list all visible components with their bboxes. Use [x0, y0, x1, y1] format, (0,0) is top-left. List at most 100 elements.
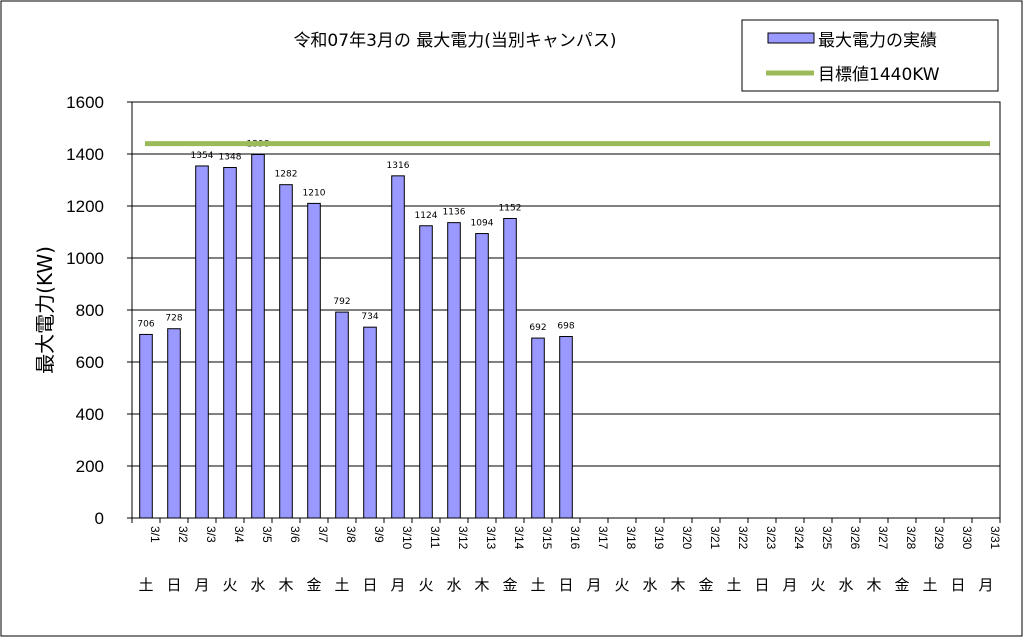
x-tick-label: 3/25	[820, 526, 834, 550]
x-tick-label: 3/28	[904, 526, 918, 550]
weekday-label: 月	[782, 576, 797, 594]
data-label: 1316	[387, 161, 410, 171]
x-tick-label: 3/29	[932, 526, 946, 550]
chart-title: 令和07年3月の 最大電力(当別キャンパス)	[293, 31, 616, 51]
bar	[391, 175, 405, 519]
bar	[363, 326, 377, 519]
y-tick-label: 0	[95, 509, 104, 528]
weekday-label: 月	[194, 576, 209, 594]
bar	[251, 154, 265, 519]
weekday-label: 火	[614, 576, 629, 594]
x-tick-label: 3/12	[456, 526, 470, 550]
weekday-label: 月	[390, 576, 405, 594]
x-tick-label: 3/27	[876, 526, 890, 550]
weekday-label: 木	[474, 576, 489, 594]
x-tick-label: 3/26	[848, 526, 862, 550]
x-tick-label: 3/18	[624, 526, 638, 550]
data-label: 792	[333, 297, 350, 307]
weekday-labels: 土日月火水木金土日月火水木金土日月火水木金土日月火水木金土日月	[138, 576, 993, 594]
y-tick-label: 200	[76, 457, 104, 476]
weekday-label: 木	[670, 576, 685, 594]
bar	[307, 202, 321, 519]
y-axis-ticks: 0 200 400 600 800 1000 1200 1400 1600	[66, 93, 132, 528]
legend-box	[741, 19, 999, 92]
bar	[419, 225, 433, 519]
data-label: 698	[557, 322, 574, 332]
x-tick-label: 3/9	[372, 526, 386, 543]
weekday-label: 木	[278, 576, 293, 594]
x-tick-label: 3/13	[484, 526, 498, 550]
x-tick-label: 3/7	[316, 526, 330, 543]
weekday-label: 火	[810, 576, 825, 594]
weekday-label: 土	[726, 576, 741, 594]
weekday-label: 火	[222, 576, 237, 594]
x-tick-label: 3/10	[400, 526, 414, 550]
weekday-label: 木	[866, 576, 881, 594]
bar	[167, 328, 181, 519]
legend: 最大電力の実績 目標値1440KW	[741, 19, 999, 92]
weekday-label: 水	[838, 576, 853, 594]
x-tick-label: 3/19	[652, 526, 666, 550]
x-tick-label: 3/15	[540, 526, 554, 550]
bars	[139, 154, 573, 519]
weekday-label: 日	[558, 576, 573, 594]
x-tick-label: 3/3	[204, 526, 218, 543]
data-label: 1210	[303, 188, 326, 198]
x-tick-label: 3/23	[764, 526, 778, 550]
weekday-label: 火	[418, 576, 433, 594]
x-tick-label: 3/20	[680, 526, 694, 550]
data-label: 1136	[443, 208, 466, 218]
data-label: 692	[529, 323, 546, 333]
legend-bar-swatch	[767, 32, 815, 44]
x-tick-label: 3/11	[428, 526, 442, 549]
y-tick-label: 1000	[66, 249, 104, 268]
x-axis-ticks: 3/1 3/2 3/3 3/4 3/5 3/6 3/7 3/8 3/9 3/10 3/11 3/12 3…	[131, 518, 1002, 550]
x-tick-label: 3/21	[708, 526, 722, 550]
y-tick-label: 1600	[66, 93, 104, 112]
weekday-label: 水	[446, 576, 461, 594]
x-tick-label: 3/30	[960, 526, 974, 550]
weekday-label: 金	[698, 576, 713, 594]
bar	[531, 337, 545, 519]
x-tick-label: 3/31	[988, 526, 1002, 550]
weekday-label: 日	[166, 576, 181, 594]
x-tick-label: 3/22	[736, 526, 750, 550]
x-tick-label: 3/8	[344, 526, 358, 543]
gridlines	[132, 153, 1000, 467]
x-tick-label: 3/1	[148, 526, 162, 543]
x-tick-label: 3/16	[568, 526, 582, 550]
weekday-label: 土	[138, 576, 153, 594]
x-tick-label: 3/4	[232, 526, 246, 543]
weekday-label: 金	[894, 576, 909, 594]
y-tick-label: 800	[76, 301, 104, 320]
y-tick-label: 400	[76, 405, 104, 424]
weekday-label: 月	[586, 576, 601, 594]
data-label: 1124	[415, 211, 438, 221]
y-tick-label: 600	[76, 353, 104, 372]
data-label: 1152	[499, 203, 522, 213]
bar	[503, 217, 517, 519]
x-tick-label: 3/14	[512, 526, 526, 550]
x-tick-label: 3/24	[792, 526, 806, 550]
data-label: 728	[165, 314, 182, 324]
weekday-label: 日	[754, 576, 769, 594]
y-tick-label: 1200	[66, 197, 104, 216]
weekday-label: 日	[950, 576, 965, 594]
bar	[335, 311, 349, 519]
weekday-label: 水	[642, 576, 657, 594]
weekday-label: 土	[334, 576, 349, 594]
legend-bar-label: 最大電力の実績	[818, 31, 937, 51]
bar	[447, 222, 461, 519]
x-tick-label: 3/6	[288, 526, 302, 543]
bar	[195, 165, 209, 519]
y-axis-label: 最大電力(KW)	[33, 246, 57, 374]
weekday-label: 金	[502, 576, 517, 594]
data-label: 1282	[275, 170, 298, 180]
data-label: 1348	[219, 153, 242, 163]
bar	[475, 233, 489, 519]
weekday-label: 月	[978, 576, 993, 594]
weekday-label: 水	[250, 576, 265, 594]
data-label: 1354	[191, 151, 214, 161]
bar	[559, 336, 573, 519]
